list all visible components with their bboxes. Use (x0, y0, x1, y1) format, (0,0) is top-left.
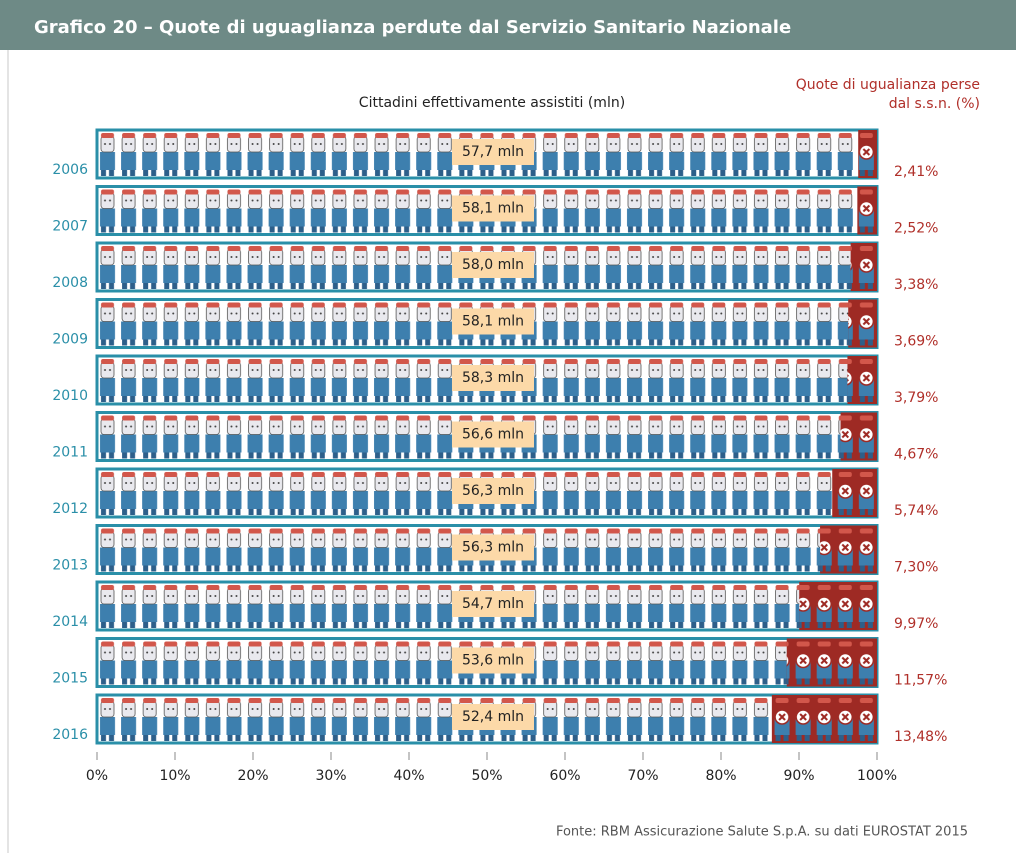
x-tick-label: 10% (159, 768, 190, 784)
year-label: 2016 (52, 727, 88, 743)
assisted-label: 58,1 mln (462, 201, 524, 217)
assisted-label: 56,3 mln (462, 483, 524, 499)
lost-share-label: 2,41% (894, 164, 938, 180)
lost-pictogram (847, 358, 877, 402)
lost-share-label: 11,57% (894, 673, 947, 689)
lost-share-label: 9,97% (894, 616, 938, 632)
x-tick-label: 20% (237, 768, 268, 784)
column-header-box: Quote di ugualianza perse dal s.s.n. (%) (770, 76, 980, 120)
column-header: Quote di ugualianza perse dal s.s.n. (%) (770, 76, 980, 114)
lost-share-label: 3,38% (894, 277, 938, 293)
assisted-label: 52,4 mln (462, 709, 524, 725)
lost-share-label: 3,69% (894, 334, 938, 350)
x-tick-label: 0% (86, 768, 108, 784)
year-label: 2011 (52, 445, 88, 461)
lost-share-label: 7,30% (894, 560, 938, 576)
lost-pictogram (841, 415, 877, 459)
x-tick-label: 80% (705, 768, 736, 784)
chart-title: Grafico 20 – Quote di uguaglianza perdut… (34, 17, 791, 38)
assisted-label: 56,6 mln (462, 427, 524, 443)
year-label: 2014 (52, 614, 88, 630)
lost-pictogram (857, 189, 877, 233)
lost-share-label: 4,67% (894, 447, 938, 463)
lost-pictogram (858, 132, 877, 176)
x-tick-label: 30% (315, 768, 346, 784)
lost-pictogram (851, 245, 877, 289)
assisted-label: 54,7 mln (462, 596, 524, 612)
lost-share-label: 2,52% (894, 221, 938, 237)
chart: Grafico 20 – Quote di uguaglianza perdut… (0, 0, 1016, 853)
x-tick-label: 90% (783, 768, 814, 784)
lost-pictogram (772, 697, 877, 741)
assisted-label: 56,3 mln (462, 540, 524, 556)
lost-share-label: 5,74% (894, 503, 938, 519)
year-label: 2015 (52, 671, 88, 687)
assisted-label: 58,1 mln (462, 314, 524, 330)
lost-pictogram (848, 302, 877, 346)
year-label: 2012 (52, 501, 88, 517)
lost-pictogram (799, 584, 877, 628)
year-label: 2008 (52, 275, 88, 291)
x-tick-label: 100% (857, 768, 897, 784)
year-label: 2006 (52, 162, 88, 178)
column-header: Cittadini effettivamente assistiti (mln) (359, 95, 625, 111)
lost-share-label: 13,48% (894, 729, 947, 745)
x-tick-label: 60% (549, 768, 580, 784)
year-label: 2007 (52, 219, 88, 235)
x-tick-label: 50% (471, 768, 502, 784)
year-label: 2010 (52, 388, 88, 404)
x-tick-label: 40% (393, 768, 424, 784)
assisted-label: 53,6 mln (462, 653, 524, 669)
source: Fonte: RBM Assicurazione Salute S.p.A. s… (556, 825, 968, 840)
year-label: 2013 (52, 558, 88, 574)
year-label: 2009 (52, 332, 88, 348)
lost-pictogram (820, 528, 877, 572)
lost-share-label: 3,79% (894, 390, 938, 406)
lost-pictogram (832, 471, 877, 515)
lost-pictogram (787, 641, 877, 685)
x-tick-label: 70% (627, 768, 658, 784)
assisted-label: 57,7 mln (462, 144, 524, 160)
assisted-label: 58,0 mln (462, 257, 524, 273)
assisted-label: 58,3 mln (462, 370, 524, 386)
